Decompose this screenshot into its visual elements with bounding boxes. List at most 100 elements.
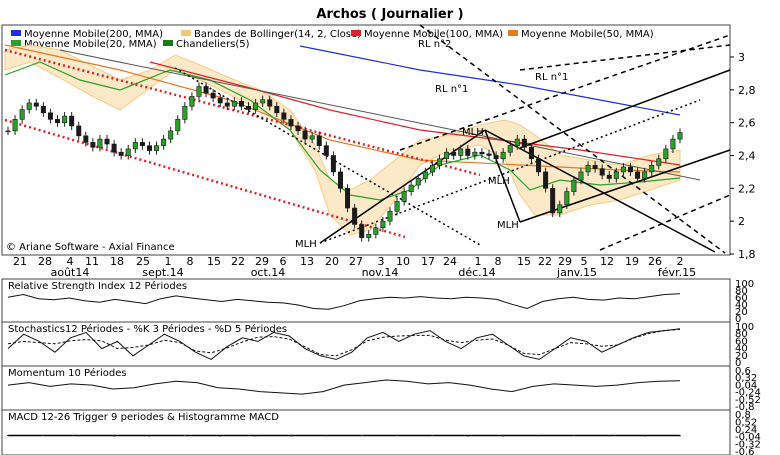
dotted-resistance	[174, 67, 481, 246]
candle-body	[599, 168, 605, 176]
price-tick-label: 2,4	[738, 150, 756, 163]
candle-body	[415, 178, 421, 186]
indicator-tick-label: 0,52	[735, 417, 757, 428]
x-tick-label: 26	[648, 255, 662, 268]
candle-body	[316, 135, 322, 146]
candle-body	[90, 142, 96, 148]
indicator-panel	[1, 321, 731, 367]
macd-histogram-bar	[431, 435, 434, 437]
candle-body	[649, 165, 655, 173]
price-tick-label: 2,6	[738, 117, 756, 130]
price-tick-label: 2,2	[738, 182, 756, 195]
copyright-note: © Ariane Software - Axial Finance	[6, 242, 175, 253]
candle-body	[677, 132, 683, 140]
candle-body	[33, 102, 39, 107]
macd-histogram-bar	[325, 435, 328, 437]
candle-body	[585, 165, 591, 173]
candle-body	[246, 105, 252, 110]
indicator-line	[7, 293, 681, 310]
candle-body	[253, 102, 259, 110]
month-label: févr.15	[658, 266, 696, 279]
legend-item-ma20: Moyenne Mobile(20, MMA)	[24, 39, 157, 50]
macd-histogram-bar	[537, 435, 540, 437]
candle-body	[182, 105, 188, 120]
candle-body	[154, 145, 160, 151]
candle-body	[479, 151, 485, 155]
candle-body	[295, 125, 301, 132]
candle-body	[635, 171, 641, 179]
legend-swatch-ma100	[351, 30, 361, 36]
indicator-panel	[1, 409, 731, 455]
x-tick-label: 15	[517, 255, 531, 268]
annotation-rl1-left: RL n°1	[435, 84, 468, 95]
x-tick-label: 8	[187, 255, 194, 268]
month-label: déc.14	[458, 266, 495, 279]
candle-body	[267, 99, 273, 107]
month-label: janv.15	[556, 266, 597, 279]
x-tick-label: 22	[231, 255, 245, 268]
x-tick-label: 10	[396, 255, 410, 268]
candle-body	[592, 165, 598, 169]
legend: Moyenne Mobile(200, MMA) Bandes de Bolli…	[11, 29, 654, 50]
indicator-tick-label: 0	[735, 358, 741, 369]
candle-body	[373, 227, 379, 235]
macd-histogram-bar	[643, 435, 646, 437]
annotation-rl1-right: RL n°1	[535, 72, 568, 83]
candle-body	[260, 99, 266, 104]
candle-body	[104, 138, 110, 145]
candle-body	[507, 145, 513, 153]
candle-body	[465, 148, 471, 156]
indicator-tick-label: 20	[735, 351, 748, 362]
candle-body	[380, 220, 386, 229]
indicator-tick-label: -0,32	[735, 440, 761, 451]
annotation-mlh-3: MLH	[488, 176, 510, 187]
x-tick-label: 19	[625, 255, 639, 268]
long-trendline	[59, 49, 701, 181]
price-tick-label: 2	[738, 215, 745, 228]
macd-histogram-bar	[360, 435, 363, 437]
indicator-tick-label: 40	[735, 344, 748, 355]
candle-body	[627, 166, 633, 173]
candle-body	[47, 112, 53, 120]
indicator-tick-label: 0,24	[735, 425, 757, 436]
candle-body	[613, 171, 619, 179]
candle-body	[606, 174, 612, 179]
indicator-tick-label: 20	[735, 307, 748, 318]
price-y-axis: 1,8 2 2,2 2,4 2,6 2,8 3	[730, 51, 756, 261]
candle-body	[203, 86, 209, 94]
candle-body	[670, 138, 676, 150]
candle-body	[330, 155, 336, 173]
candle-body	[309, 135, 315, 140]
candle-body	[656, 158, 662, 166]
candle-body	[550, 188, 556, 214]
candle-body	[578, 171, 584, 181]
candle-body	[451, 151, 457, 156]
candle-body	[168, 130, 174, 140]
candle-body	[486, 153, 492, 156]
x-tick-label: 27	[349, 255, 363, 268]
annotation-mlh-1: MLH	[295, 239, 317, 250]
legend-item-bollinger: Bandes de Bollinger(14, 2, Close)	[194, 29, 361, 40]
candle-body	[97, 138, 103, 148]
indicator-title: Momentum 10 Périodes	[8, 367, 127, 379]
candle-body	[345, 188, 351, 209]
indicator-tick-label: -0,52	[735, 395, 761, 406]
candle-body	[642, 171, 648, 179]
indicator-line	[7, 379, 681, 395]
x-tick-label: 2	[677, 255, 684, 268]
macd-histogram-bar	[608, 435, 611, 437]
indicator-tick-label: 100	[735, 322, 754, 333]
indicator-tick-label: 60	[735, 336, 748, 347]
indicator-tick-label: 0,32	[735, 373, 757, 384]
indicator-tick-label: -0,8	[735, 402, 755, 413]
macd-histogram-bar	[113, 435, 116, 437]
x-tick-label: 12	[600, 255, 614, 268]
candle-body	[217, 97, 223, 104]
macd-histogram-bar	[148, 435, 151, 437]
candle-body	[62, 115, 68, 123]
x-tick-label: 21	[13, 255, 27, 268]
candle-body	[231, 101, 237, 107]
rl1-dashed-c	[599, 194, 731, 251]
candle-body	[55, 119, 61, 123]
